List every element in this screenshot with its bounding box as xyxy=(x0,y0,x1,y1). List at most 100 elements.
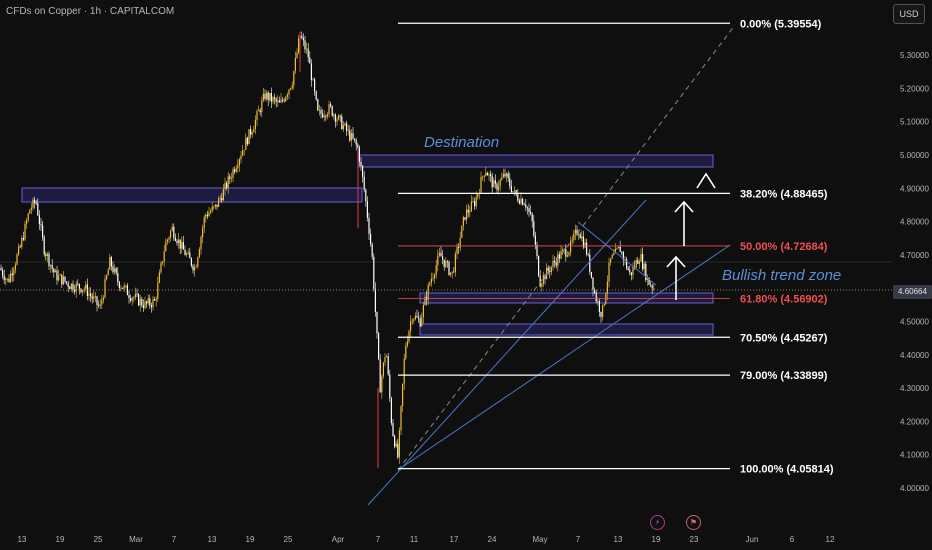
y-tick-label: 5.20000 xyxy=(900,84,929,93)
candle-body xyxy=(144,301,146,308)
candle-body xyxy=(582,236,584,248)
candle-body xyxy=(208,212,210,217)
candle-body xyxy=(237,165,239,169)
candle-body xyxy=(578,234,580,236)
candle-body xyxy=(376,311,378,334)
candle-body xyxy=(491,175,493,188)
candle-body xyxy=(472,201,474,203)
candle-body xyxy=(210,211,212,213)
candle-body xyxy=(598,301,600,312)
candle-body xyxy=(270,93,272,102)
candle-body xyxy=(450,272,452,275)
candle-body xyxy=(506,173,508,177)
candle-body xyxy=(213,206,215,208)
candle-body xyxy=(536,244,538,256)
candle-body xyxy=(318,110,320,112)
candle-body xyxy=(286,94,288,97)
candle-body xyxy=(645,263,647,281)
candle-body xyxy=(307,48,309,58)
candle-body xyxy=(595,292,597,302)
candle-body xyxy=(419,318,421,327)
candle-body xyxy=(174,237,176,241)
candle-body xyxy=(147,298,149,304)
candle-body xyxy=(192,265,194,271)
fib-label-4: 70.50% (4.45267) xyxy=(740,332,828,344)
candle-body xyxy=(154,299,156,301)
candle-body xyxy=(118,282,120,288)
candle-body xyxy=(557,254,559,266)
candle-body xyxy=(6,278,8,280)
candle-body xyxy=(563,249,565,251)
candle-body xyxy=(461,225,463,238)
candle-body xyxy=(414,315,416,320)
candle-body xyxy=(157,282,159,299)
candle-body xyxy=(366,201,368,218)
candle-body xyxy=(518,200,520,204)
candle-body xyxy=(418,317,420,319)
candle-body xyxy=(83,288,85,290)
candle-body xyxy=(344,123,346,126)
candle-body xyxy=(406,341,408,347)
candle-body xyxy=(162,261,164,264)
candle-body xyxy=(126,285,128,296)
candle-body xyxy=(123,285,125,289)
candle-body xyxy=(109,257,111,270)
candle-body xyxy=(69,286,71,289)
candle-body xyxy=(392,423,394,436)
x-tick-label: 25 xyxy=(94,535,103,544)
candle-body xyxy=(350,133,352,141)
candle-body xyxy=(11,273,13,276)
candle-body xyxy=(216,204,218,207)
x-tick-label: Apr xyxy=(332,535,345,544)
candle-body xyxy=(333,114,335,116)
candle-body xyxy=(149,298,151,306)
arrows xyxy=(666,172,716,300)
fib-levels: 0.00% (5.39554) 38.20% (4.88465) 50.00% (4… xyxy=(398,18,834,476)
candle-body xyxy=(112,266,114,273)
flag-icon[interactable]: ⚑ xyxy=(686,515,701,530)
candle-body xyxy=(179,239,181,249)
y-tick-label: 5.00000 xyxy=(900,151,929,160)
candle-body xyxy=(325,115,327,117)
candle-body xyxy=(618,246,620,249)
candle-body xyxy=(499,179,501,187)
candle-body xyxy=(339,115,341,117)
candle-body xyxy=(122,287,124,289)
candle-body xyxy=(408,330,410,342)
candle-body xyxy=(592,277,594,290)
candle-body xyxy=(238,159,240,166)
currency-selector[interactable]: USD xyxy=(893,4,925,24)
candle-body xyxy=(50,264,52,267)
candle-body xyxy=(643,263,645,270)
candle-body xyxy=(16,254,18,265)
candle-body xyxy=(277,100,279,102)
candle-body xyxy=(502,173,504,178)
candle-body xyxy=(354,138,356,141)
candle-body xyxy=(405,346,407,359)
candle-body xyxy=(136,293,138,295)
candle-body xyxy=(613,253,615,255)
candle-body xyxy=(187,252,189,254)
lightning-icon[interactable]: ⚡ xyxy=(650,515,665,530)
candle-body xyxy=(253,129,255,133)
candle-body xyxy=(346,123,348,131)
candle-body xyxy=(523,204,525,206)
candle-body xyxy=(326,114,328,117)
candle-body xyxy=(197,257,199,267)
candle-body xyxy=(525,204,527,208)
fib-label-2: 50.00% (4.72684) xyxy=(740,241,828,253)
candle-body xyxy=(261,100,263,113)
candle-body xyxy=(290,88,292,90)
candle-body xyxy=(549,270,551,273)
candle-body xyxy=(278,100,280,103)
y-tick-label: 4.70000 xyxy=(900,251,929,260)
candle-body xyxy=(168,237,170,240)
candle-body xyxy=(637,260,639,264)
candle-body xyxy=(93,296,95,299)
candle-body xyxy=(386,356,388,358)
candle-body xyxy=(142,305,144,308)
candle-body xyxy=(306,48,308,50)
x-tick-label: 25 xyxy=(284,535,293,544)
candle-body xyxy=(138,294,140,306)
